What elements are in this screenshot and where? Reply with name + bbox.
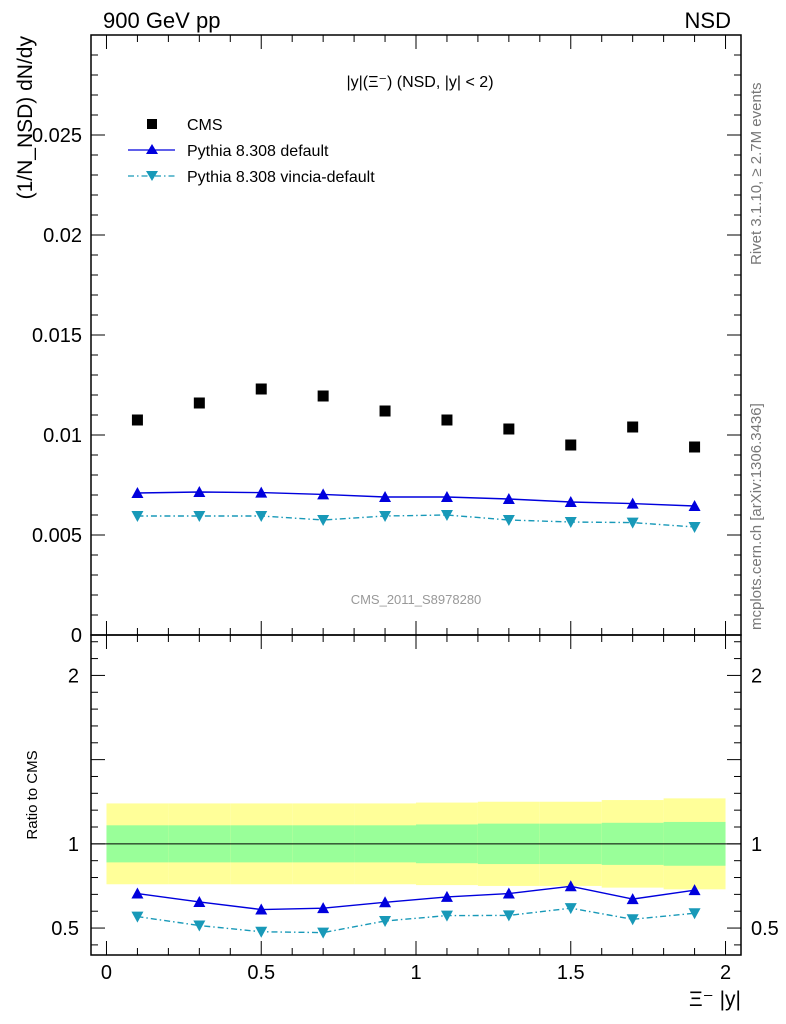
- ratio-y-tick-label: 1: [68, 834, 79, 856]
- ratio-point-pythia-vincia: [502, 910, 515, 922]
- main-point-pythia-default: [440, 491, 453, 502]
- ratio-point-pythia-vincia: [255, 926, 268, 938]
- main-point-cms: [565, 439, 577, 451]
- main-series-line-pythia-default: [137, 491, 695, 507]
- ratio-y-tick-label-right: 2: [751, 665, 762, 687]
- main-series-line-pythia-vincia: [137, 514, 695, 528]
- x-tick-label: 0: [101, 962, 112, 984]
- ratio-point-pythia-vincia: [688, 908, 701, 920]
- main-point-cms: [255, 383, 267, 395]
- main-point-cms: [441, 414, 453, 426]
- ratio-point-pythia-vincia: [564, 903, 577, 915]
- main-point-pythia-default: [193, 486, 206, 497]
- ratio-point-pythia-default: [688, 884, 701, 896]
- ratio-point-pythia-vincia: [379, 915, 392, 927]
- ratio-y-tick-label-right: 1: [751, 834, 762, 856]
- main-axis-ticks: 0 0.005 0.01 0.015 0.02 0.025: [32, 34, 741, 647]
- legend-cms-marker: [147, 119, 157, 129]
- main-point-pythia-default: [564, 496, 577, 507]
- legend-pythia-vincia-marker: [146, 171, 158, 181]
- main-y-axis-label: (1/N_NSD) dN/dy: [14, 36, 37, 200]
- legend-pythia-default-label: Pythia 8.308 default: [187, 143, 329, 160]
- main-point-pythia-default: [688, 500, 701, 511]
- main-point-pythia-default: [502, 493, 515, 504]
- ratio-y-tick-label-right: 0.5: [751, 918, 779, 940]
- x-tick-label: 0.5: [247, 962, 275, 984]
- ratio-point-pythia-vincia: [440, 910, 453, 922]
- legend-pythia-default-marker: [146, 144, 158, 154]
- x-axis-label: Ξ⁻ |y|: [689, 988, 741, 1011]
- ratio-point-pythia-default: [626, 893, 639, 905]
- header-process-label: NSD: [685, 8, 731, 33]
- ratio-series-line-pythia-vincia: [137, 907, 695, 934]
- main-point-pythia-vincia: [688, 522, 701, 533]
- main-y-tick-label: 0.015: [32, 325, 82, 347]
- ratio-point-pythia-default: [131, 887, 144, 899]
- main-y-tick-label: 0: [71, 625, 82, 647]
- main-y-tick-label: 0.02: [43, 225, 82, 247]
- main-point-cms: [379, 405, 391, 417]
- main-point-pythia-default: [317, 488, 330, 500]
- ratio-point-pythia-default: [564, 880, 577, 892]
- legend-cms-label: CMS: [187, 117, 223, 134]
- ratio-point-pythia-vincia: [317, 927, 330, 939]
- main-plot-title: |y|(Ξ⁻) (NSD, |y| < 2): [346, 74, 493, 91]
- header-energy-label: 900 GeV pp: [103, 8, 220, 33]
- main-point-cms: [503, 423, 515, 435]
- main-point-pythia-vincia: [502, 515, 515, 526]
- ratio-point-pythia-default: [317, 902, 330, 914]
- legend-pythia-vincia-label: Pythia 8.308 vincia-default: [187, 169, 375, 186]
- main-y-tick-label: 0.01: [43, 425, 82, 447]
- ratio-y-tick-label: 0.5: [51, 918, 79, 940]
- x-tick-label: 1: [410, 962, 421, 984]
- main-point-pythia-vincia: [626, 517, 639, 529]
- main-y-tick-label: 0.005: [32, 525, 82, 547]
- ratio-plot-frame: [90, 634, 742, 956]
- ratio-y-axis-label: Ratio to CMS: [24, 750, 41, 839]
- main-y-tick-label: 0.025: [32, 125, 82, 147]
- main-point-pythia-default: [379, 491, 392, 502]
- ratio-point-pythia-default: [440, 890, 453, 902]
- main-point-pythia-vincia: [317, 515, 330, 526]
- main-point-cms: [131, 414, 143, 426]
- ratio-point-pythia-vincia: [626, 914, 639, 926]
- main-point-cms: [627, 421, 639, 433]
- ratio-point-pythia-vincia: [131, 911, 144, 923]
- main-point-pythia-vincia: [131, 511, 144, 522]
- mcplots-reference-label: mcplots.cern.ch [arXiv:1306.3436]: [748, 403, 765, 630]
- main-point-cms: [317, 390, 329, 402]
- ratio-point-pythia-vincia: [193, 920, 206, 932]
- analysis-watermark: CMS_2011_S8978280: [351, 592, 482, 607]
- x-tick-label: 1.5: [557, 962, 585, 984]
- main-point-pythia-vincia: [379, 511, 392, 522]
- x-tick-label: 2: [720, 962, 731, 984]
- ratio-axis-ticks: 0 0.5 1 1.5 2 0.5 0.5 1 1 2 2: [51, 635, 779, 984]
- ratio-plot: 0 0.5 1 1.5 2 0.5 0.5 1 1 2 2 Ratio to CMS Ξ⁻ |y|: [24, 634, 779, 1011]
- ratio-point-pythia-default: [502, 887, 515, 899]
- ratio-series-line-pythia-default: [137, 885, 695, 911]
- main-point-pythia-vincia: [564, 517, 577, 528]
- rivet-version-label: Rivet 3.1.10, ≥ 2.7M events: [748, 83, 765, 266]
- legend: CMS Pythia 8.308 default Pythia 8.308 vi…: [128, 117, 375, 186]
- main-point-pythia-default: [255, 486, 268, 498]
- main-point-pythia-vincia: [193, 511, 206, 522]
- ratio-point-pythia-default: [255, 903, 268, 915]
- ratio-point-pythia-default: [379, 896, 392, 908]
- main-point-cms: [689, 441, 701, 453]
- main-plot: 0 0.005 0.01 0.015 0.02 0.025 |y|(Ξ⁻) (NSD, |…: [14, 34, 742, 647]
- main-point-cms: [193, 397, 205, 409]
- main-point-pythia-vincia: [440, 510, 453, 521]
- ratio-point-pythia-default: [193, 895, 206, 907]
- main-point-pythia-default: [131, 487, 144, 498]
- ratio-y-tick-label: 2: [68, 665, 79, 687]
- main-point-pythia-default: [626, 497, 639, 509]
- main-point-pythia-vincia: [255, 511, 268, 522]
